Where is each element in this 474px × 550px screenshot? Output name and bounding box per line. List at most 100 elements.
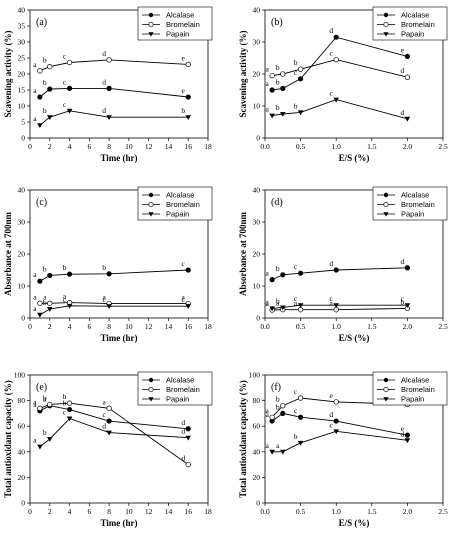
x-tick-label: 8 [107,142,111,151]
data-point [66,400,73,406]
y-tick-label: 35 [18,22,26,31]
data-point [185,94,191,100]
data-label: a [265,410,269,419]
data-point [106,85,112,91]
x-axis-title: E/S (%) [339,518,370,528]
data-point [269,277,275,283]
y-axis-title: Scavening activity (%) [238,31,248,118]
data-label: b [276,395,280,404]
data-label: e [401,424,405,433]
data-point [333,267,339,273]
y-tick-label: 40 [253,447,261,456]
data-point [47,63,53,70]
data-point [280,410,286,417]
x-tick-label: 12 [145,322,153,331]
x-tick-label: 0.0 [260,142,270,151]
data-label: a [265,297,269,306]
legend-label: Papain [401,395,424,404]
data-point [47,86,53,92]
legend-label: Bromelain [166,200,200,209]
series-alcalase: ab b b c [33,259,191,284]
data-label: e [182,53,186,62]
data-point [269,449,275,455]
legend-label: Papain [166,30,189,39]
data-label: c [63,408,67,417]
data-point [269,113,275,119]
y-tick-label: 15 [18,86,26,95]
data-label: a [63,292,67,301]
chart-panel-b: 0.0 0.5 1.0 1.5 2.0 2.5 0 10 20 30 40 E/S (%) Scaven… [238,6,448,164]
series-line [272,307,408,311]
data-label: c [294,387,298,396]
data-label: b [43,106,47,115]
y-tick-label: 60 [253,422,261,431]
panel-label: (b) [271,17,283,28]
series-line [272,36,408,91]
y-tick-label: 40 [253,186,261,195]
x-tick-label: 2.5 [438,507,448,516]
panel-label: (a) [36,17,47,28]
series-line [39,305,189,316]
data-point [297,307,304,313]
legend-marker [148,21,154,28]
legend-marker [383,397,389,402]
x-tick-label: 1.5 [367,322,377,331]
x-tick-label: 14 [165,322,173,331]
data-label: d [181,427,185,436]
data-point [47,272,53,279]
data-point [297,66,304,72]
x-tick-label: 0.0 [260,507,270,516]
chart-panel-d: 0.0 0.5 1.0 1.5 2.0 2.5 0 10 20 30 40 E/S (%) Absorb… [238,186,448,344]
data-label: b [181,106,185,115]
x-tick-label: 12 [145,142,153,151]
x-tick-label: 1.5 [367,142,377,151]
data-point [333,56,339,63]
x-tick-label: 2.0 [403,322,413,331]
data-point [47,300,53,306]
y-tick-label: 10 [253,102,261,111]
y-tick-label: 0 [21,134,25,143]
data-label: a [330,299,334,308]
x-tick-label: 2.5 [438,142,448,151]
data-label: b [43,264,47,273]
x-tick-label: 2 [48,507,52,516]
y-tick-label: 10 [253,282,261,291]
series-line [272,59,408,78]
panel-label: (c) [36,197,47,208]
x-tick-label: 12 [145,507,153,516]
x-axis-title: Time (hr) [100,518,137,528]
data-label: d [102,422,106,431]
y-tick-label: 0 [256,314,260,323]
x-tick-label: 1.0 [332,507,342,516]
y-tick-label: 30 [253,38,261,47]
data-point [333,429,339,435]
data-point [106,430,112,436]
data-label: a [265,406,269,415]
data-label: c [294,262,298,271]
data-label: b [43,56,47,65]
data-label: a [33,60,37,69]
series-line [272,99,408,120]
y-tick-label: 25 [18,54,26,63]
data-point [404,265,411,271]
x-tick-label: 18 [204,507,212,516]
data-point [106,304,112,309]
x-tick-label: 6 [87,322,91,331]
x-axis-title: E/S (%) [339,153,370,163]
legend-marker [383,201,389,208]
x-tick-label: 18 [204,142,212,151]
data-label: a [33,86,37,95]
data-point [333,307,339,313]
x-tick-label: 10 [125,142,133,151]
data-label: e [401,45,405,54]
data-point [333,34,339,40]
data-point [404,53,411,60]
x-tick-label: 8 [107,322,111,331]
y-tick-label: 40 [253,6,261,15]
